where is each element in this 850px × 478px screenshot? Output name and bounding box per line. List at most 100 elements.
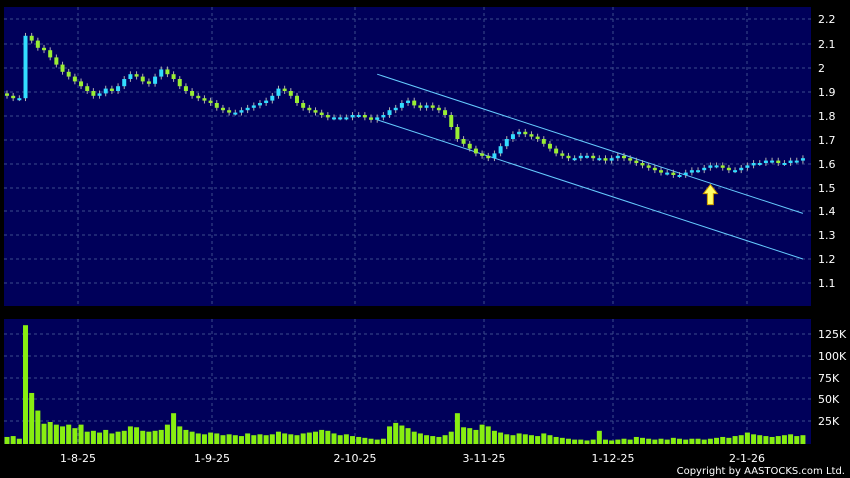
volume-bar [134, 427, 140, 444]
candle-body [29, 35, 34, 41]
candle-body [282, 88, 287, 91]
volume-bar [127, 426, 133, 444]
candle-body [406, 100, 411, 103]
volume-bar [23, 325, 29, 444]
candle-body [220, 107, 225, 111]
candle-body [66, 71, 71, 77]
volume-panel: 125K 100K 75K 50K 25K [4, 319, 847, 444]
price-tick-label: 1.1 [818, 277, 836, 290]
volume-bar [257, 434, 263, 444]
volume-bar [757, 435, 763, 444]
candle-body [109, 88, 114, 91]
volume-bar [263, 435, 269, 444]
volume-bar [590, 439, 596, 444]
volume-bar [152, 430, 158, 444]
volume-bar [97, 432, 103, 444]
volume-bar [220, 435, 226, 444]
candle-body [85, 86, 90, 91]
volume-bar [559, 437, 565, 444]
candle-body [671, 172, 676, 175]
volume-bar [306, 432, 312, 444]
candle-body [584, 155, 589, 158]
candle-body [665, 172, 670, 175]
candle-body [122, 79, 127, 87]
candle-body [659, 170, 664, 173]
candle-body [202, 98, 207, 101]
candle-body [97, 93, 102, 96]
volume-bar [195, 433, 201, 444]
volume-tick-label: 125K [818, 328, 847, 341]
volume-bar [677, 438, 683, 444]
candle-body [399, 103, 404, 108]
volume-bar [53, 424, 59, 444]
volume-bar [664, 439, 670, 444]
price-grid [4, 7, 811, 306]
volume-bar [171, 413, 177, 444]
volume-bar [103, 429, 109, 444]
volume-bar [189, 431, 195, 444]
candle-body [714, 165, 719, 168]
price-tick-label: 1.6 [818, 158, 836, 171]
volume-bar [683, 439, 689, 444]
volume-bar [288, 434, 294, 444]
price-tick-label: 1.4 [818, 205, 836, 218]
volume-bar [800, 435, 806, 444]
candle-body [430, 105, 435, 108]
price-tick-label: 2.2 [818, 13, 836, 26]
volume-bar [584, 440, 590, 444]
volume-bar [720, 436, 726, 444]
candle-body [560, 153, 565, 156]
volume-bar [738, 435, 744, 444]
volume-bar [115, 431, 121, 444]
candle-body [640, 163, 645, 166]
price-tick-label: 1.9 [818, 86, 836, 99]
candle-body [622, 155, 626, 159]
volume-bar [417, 433, 423, 444]
volume-bar [535, 436, 541, 444]
candle-body [251, 105, 256, 108]
candle-body [369, 117, 374, 120]
volume-tick-label: 50K [818, 393, 840, 406]
price-tick-label: 1.2 [818, 253, 836, 266]
candle-body [72, 76, 77, 82]
candle-body [332, 117, 337, 120]
volume-bar [442, 435, 448, 444]
volume-bar [411, 431, 417, 444]
candle-body [455, 127, 460, 139]
candle-body [134, 74, 139, 77]
volume-bar [350, 436, 356, 444]
candle-body [227, 110, 232, 113]
candle-body [196, 95, 201, 99]
volume-bar [78, 424, 84, 444]
candle-body [233, 112, 238, 115]
volume-bar [238, 436, 244, 444]
candle-body [708, 165, 713, 168]
candle-body [338, 117, 343, 120]
volume-bar [491, 430, 497, 444]
candle-body [54, 57, 59, 65]
volume-bar [609, 440, 615, 444]
candle-body [208, 100, 213, 103]
candle-body [5, 93, 9, 96]
x-tick-label: 3-11-25 [463, 452, 506, 465]
candle-body [566, 155, 571, 159]
candle-body [603, 158, 608, 161]
candle-body [17, 98, 22, 101]
volume-bar [319, 429, 325, 444]
volume-bar [177, 426, 183, 444]
x-tick-label: 1-12-25 [592, 452, 635, 465]
volume-bar [368, 438, 374, 444]
candle-body [319, 112, 324, 115]
candle-body [294, 95, 299, 103]
copyright-text: Copyright by AASTOCKS.com Ltd. [677, 466, 845, 477]
volume-bar [282, 433, 288, 444]
volume-bar [652, 439, 658, 444]
candle-body [677, 175, 682, 177]
candle-body [597, 158, 602, 161]
candle-body [48, 50, 53, 58]
candle-body [733, 170, 738, 173]
candle-body [523, 131, 528, 135]
candle-body [696, 170, 701, 173]
candle-body [443, 110, 448, 115]
